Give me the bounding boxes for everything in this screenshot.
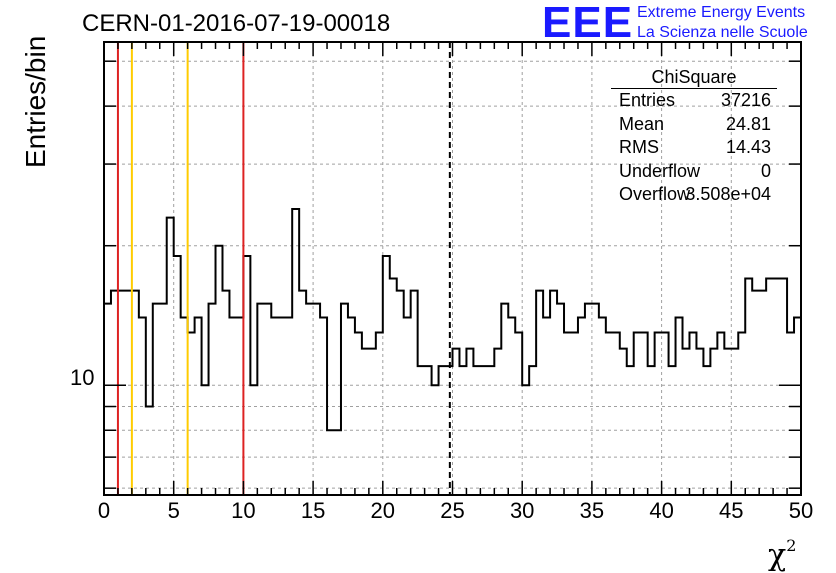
x-tick-label: 25 [440, 498, 465, 523]
eee-logo: EEE [542, 0, 634, 47]
stats-row-rms: RMS 14.43 [611, 136, 777, 160]
x-tick-label: 45 [719, 498, 744, 523]
stats-key: Entries [619, 90, 676, 110]
logo-subtitle-1: Extreme Energy Events [637, 4, 806, 21]
stats-row-overflow: Overflow 3.508e+04 [611, 183, 777, 207]
stats-key: Mean [619, 113, 665, 134]
x-tick-label: 20 [370, 498, 396, 523]
x-axis-label: χ2 [768, 536, 797, 573]
logo-subtitle-2: La Scienza nelle Scuole [637, 24, 808, 41]
stats-title: ChiSquare [611, 66, 777, 89]
y-tick-label-10: 10 [70, 365, 95, 390]
stats-value: 24.81 [725, 113, 771, 134]
stats-value: 14.43 [725, 137, 771, 157]
stats-value: 37216 [720, 90, 771, 110]
x-tick-label: 10 [231, 498, 256, 523]
x-tick-label: 35 [579, 498, 605, 523]
x-tick-label: 5 [167, 498, 180, 523]
histogram-series [104, 208, 801, 432]
stats-row-underflow: Underflow 0 [611, 160, 777, 184]
y-axis-label: Entries/bin [20, 35, 51, 168]
plot-title: CERN-01-2016-07-19-00018 [82, 10, 391, 37]
stats-key: RMS [619, 137, 659, 157]
x-tick-label: 40 [649, 498, 674, 523]
stats-row-mean: Mean 24.81 [611, 113, 777, 137]
stats-key: Overflow [619, 184, 691, 204]
x-tick-label: 0 [97, 498, 111, 523]
x-tick-label: 15 [300, 498, 326, 523]
stats-box: ChiSquare Entries 37216 Mean 24.81 RMS 1… [611, 66, 777, 207]
stats-value: 0 [760, 160, 771, 181]
stats-key: Underflow [619, 160, 701, 181]
x-tick-label: 30 [509, 498, 535, 523]
stats-row-entries: Entries 37216 [611, 89, 777, 113]
stats-value: 3.508e+04 [685, 184, 771, 204]
x-tick-label: 50 [788, 498, 814, 523]
